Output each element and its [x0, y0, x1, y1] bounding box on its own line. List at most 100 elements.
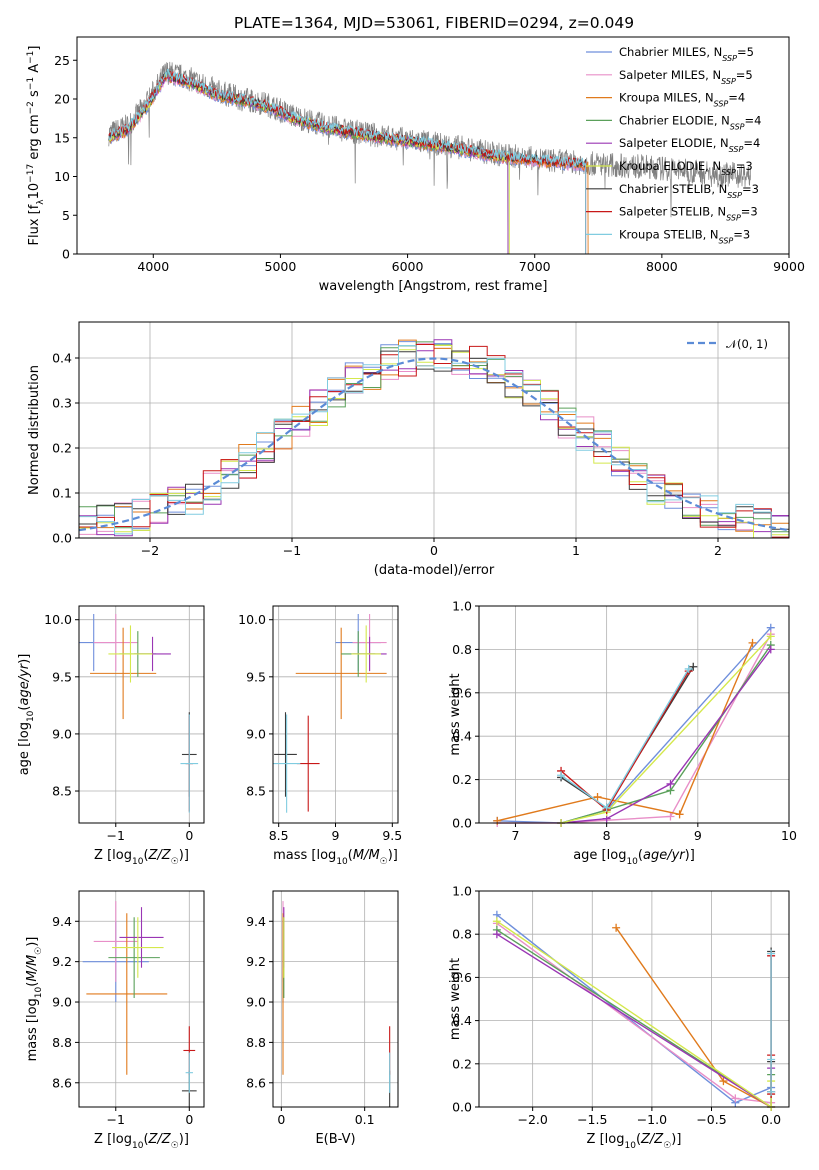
hist-step-salpeter-stelib	[79, 344, 789, 538]
label-part: ☉	[171, 857, 179, 867]
y-axis-label: Normed distribution	[27, 365, 42, 495]
label-part: mass weight	[448, 958, 463, 1040]
weight-marker-kroupa-elodie	[492, 917, 501, 926]
label-part: (	[25, 982, 40, 987]
label-part: mass weight	[448, 673, 463, 755]
label-part: (	[348, 848, 353, 863]
x-axis-label: wavelength [Angstrom, rest frame]	[319, 279, 548, 294]
weight-line-kroupa-elodie	[496, 920, 772, 1109]
weight-line-kroupa-elodie	[560, 635, 772, 824]
tick-label-x: 8000	[646, 259, 678, 274]
legend-label-sub: SSP	[726, 213, 741, 222]
weight-marker-kroupa-stelib	[602, 803, 611, 812]
age_vs_z-axes: −1 0 8.5 9.0 9.5 10.0	[44, 606, 204, 843]
tick-label-x: 8.5	[269, 828, 289, 843]
data-spectrum-line	[108, 61, 752, 218]
tick-label-x: 4000	[137, 259, 169, 274]
mass_vs_ebv-errorbars	[282, 901, 391, 1107]
gaussian-curve	[79, 357, 789, 532]
tick-label-y: 25	[54, 53, 70, 68]
axes-frame	[78, 321, 790, 539]
label-part: −1	[26, 51, 36, 64]
tick-label-x: 0	[430, 543, 438, 558]
label-part: 10	[27, 183, 42, 200]
tick-label-y: 20	[54, 92, 70, 107]
tick-label-y: 9.2	[246, 954, 266, 969]
legend-label-tail: =3	[741, 205, 758, 219]
legend-label-gaussian: 𝒩(0, 1)	[726, 337, 768, 351]
legend-label-sub: SSP	[721, 76, 736, 85]
tick-label-x: −1	[107, 828, 125, 843]
mass_vs_z-errorbars	[82, 901, 197, 1107]
legend-label-main: Kroupa MILES, N	[619, 91, 714, 105]
label-part: (	[638, 848, 643, 863]
tick-label-y: 9.0	[52, 995, 72, 1010]
tick-label-y: 0	[62, 247, 70, 262]
weight-line-chabrier-elodie	[560, 644, 772, 824]
y-axis-label: Flux [fλ10−17 erg cm−2 s−1 A−1]	[26, 46, 46, 246]
label-part: ☉	[663, 1141, 671, 1151]
legend-label-sub: SSP	[719, 236, 734, 245]
weight-marker-kroupa-stelib	[767, 1055, 776, 1064]
legend-label: Kroupa MILES, NSSP=4	[619, 91, 745, 109]
x-axis-label: Z [log10(Z/Z☉)]	[587, 1132, 682, 1151]
legend-label: Chabrier MILES, NSSP=5	[619, 45, 754, 63]
model-line-kroupa-elodie	[108, 70, 510, 254]
tick-label-y: 10.0	[44, 612, 72, 627]
tick-label-y: 0.6	[452, 970, 472, 985]
spectrum-axes: 4000 5000 6000 7000 8000 9000 0 5 10 15 20 25	[54, 53, 805, 274]
weight-marker-kroupa-stelib	[557, 771, 566, 780]
label-part: age [log	[573, 848, 626, 863]
tick-label-y: 8.5	[246, 784, 266, 799]
legend-label-main: Chabrier MILES, N	[619, 45, 722, 59]
label-part: 10	[132, 1141, 144, 1151]
label-part: Z [log	[94, 1132, 132, 1147]
tick-label-x: −0.5	[696, 1112, 726, 1127]
legend-label-sub: SSP	[714, 99, 729, 108]
tick-label-y: 8.8	[52, 1035, 72, 1050]
label-part: s	[27, 90, 42, 101]
legend-label: Salpeter ELODIE, NSSP=4	[619, 136, 760, 154]
label-part: Z/Z	[640, 1132, 664, 1147]
weight-marker-chabrier-stelib	[689, 662, 698, 671]
tick-label-y: 0.2	[452, 772, 472, 787]
legend-label-sub: SSP	[727, 190, 742, 199]
weight_vs_z-axes: −2.0 −1.5 −1.0 −0.5 0.0 0.0 0.2 0.4 0.6 0.8 1.0	[452, 884, 789, 1127]
legend-label: Salpeter MILES, NSSP=5	[619, 68, 753, 86]
tick-label-x: 9	[694, 828, 702, 843]
legend-label-main: Salpeter ELODIE, N	[619, 136, 729, 150]
weight-marker-kroupa-miles	[748, 638, 757, 647]
spectrum-legend: Chabrier MILES, NSSP=5 Salpeter MILES, NS…	[586, 45, 761, 245]
weight_vs_age-axes: 7 8 9 10 0.0 0.2 0.4 0.6 0.8 1.0	[452, 599, 797, 844]
label-part: (	[17, 706, 32, 711]
weight-marker-salpeter-elodie	[766, 645, 775, 654]
tick-label-x: 0.1	[355, 1112, 375, 1127]
y-axis-label: mass weight	[448, 958, 463, 1040]
legend-label: Salpeter STELIB, NSSP=3	[619, 205, 758, 223]
x-axis-label: Z [log10(Z/Z☉)]	[94, 848, 189, 867]
label-part: )]	[179, 848, 189, 863]
tick-label-y: 9.4	[52, 914, 72, 929]
axes-frame	[478, 890, 790, 1108]
tick-label-y: 9.0	[246, 995, 266, 1010]
age_vs_z-errorbars	[79, 613, 199, 813]
axes-frame	[272, 605, 399, 824]
tick-label-x: 5000	[265, 259, 297, 274]
label-part: (	[636, 1132, 641, 1147]
mass_vs_ebv-axes: 0 0.1 8.6 8.8 9.0 9.2 9.4	[246, 891, 398, 1127]
label-part: )]	[388, 848, 398, 863]
tick-label-y: 9.0	[246, 726, 266, 741]
legend-label-sub: SSP	[729, 145, 744, 154]
model-line-chabrier-elodie	[108, 72, 509, 254]
label-part: (	[143, 1132, 148, 1147]
tick-label-y: 8.6	[52, 1075, 72, 1090]
x-axis-label: Z [log10(Z/Z☉)]	[94, 1132, 189, 1151]
gridlines	[79, 606, 204, 823]
weight-line-salpeter-miles	[497, 633, 772, 824]
tick-label-x: −1	[107, 1112, 125, 1127]
model-line-salpeter-elodie	[108, 71, 509, 254]
axes-frame	[78, 605, 205, 824]
tick-label-x: −2.0	[517, 1112, 547, 1127]
weight-marker-salpeter-miles	[731, 1094, 740, 1103]
weight-marker-kroupa-stelib	[767, 949, 776, 958]
